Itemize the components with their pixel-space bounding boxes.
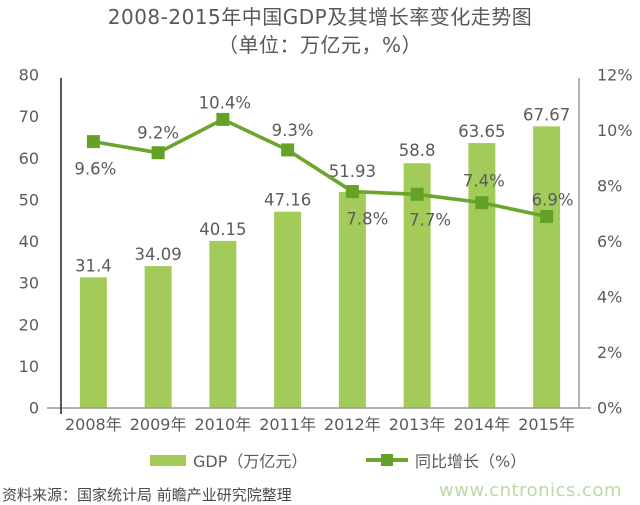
growth-line-swatch-marker — [381, 454, 393, 466]
growth-line-swatch-icon — [366, 453, 408, 467]
right-axis-tick-label: 6% — [597, 232, 622, 251]
gdp-growth-plot-area: 0 10 20 30 40 50 60 70 80 0% 2% 4% 6% 8% 10% 12% 2008年 20… — [19, 66, 633, 435]
gdp-bar-swatch-icon — [150, 454, 186, 466]
category-label: 2014年 — [454, 415, 511, 434]
growth-marker — [540, 210, 554, 224]
right-axis-tick-label: 2% — [597, 343, 622, 362]
left-axis-tick-label: 60 — [19, 149, 39, 168]
chart-title-subtitle: （单位：万亿元，%） — [217, 33, 422, 57]
right-axis-tick-label: 12% — [597, 66, 633, 85]
legend-label-gdp: GDP（万亿元） — [193, 452, 308, 471]
left-axis-tick-label: 70 — [19, 107, 39, 126]
left-axis-tick-label: 20 — [19, 315, 39, 334]
gdp-bar — [338, 191, 366, 408]
growth-value-label: 10.4% — [199, 93, 251, 112]
growth-value-label: 7.4% — [463, 172, 505, 191]
right-axis-tick-label: 8% — [597, 177, 622, 196]
growth-line — [93, 117, 548, 219]
growth-value-label: 9.6% — [74, 160, 116, 179]
growth-marker — [410, 187, 424, 201]
gdp-bar — [403, 163, 431, 408]
gdp-value-label: 40.15 — [199, 220, 246, 239]
gdp-bar — [144, 266, 172, 408]
left-axis-tick-label: 0 — [29, 399, 39, 418]
gdp-bar — [209, 240, 237, 408]
category-label: 2013年 — [389, 415, 446, 434]
left-axis-tick-label: 10 — [19, 357, 39, 376]
gdp-bar — [79, 277, 107, 408]
growth-marker — [151, 146, 165, 160]
gdp-value-label: 31.4 — [75, 256, 112, 275]
right-axis-tick-label: 10% — [597, 121, 633, 140]
growth-value-label: 7.8% — [346, 210, 388, 229]
chart-legend: GDP（万亿元） 同比增长（%） — [0, 451, 640, 471]
left-axis-tick-label: 40 — [19, 232, 39, 251]
left-axis-tick-label: 80 — [19, 66, 39, 85]
growth-marker — [216, 112, 230, 126]
left-axis-tick-label: 50 — [19, 190, 39, 209]
left-axis-tick-label: 30 — [19, 274, 39, 293]
right-axis-tick-label: 0% — [597, 399, 622, 418]
gdp-bar — [274, 211, 302, 408]
gdp-value-label: 47.16 — [264, 191, 311, 210]
growth-value-label: 9.2% — [137, 124, 179, 143]
chart-title-line1: 2008-2015年中国GDP及其增长率变化走势图 — [107, 5, 533, 29]
gdp-value-label: 51.93 — [329, 162, 376, 181]
category-label: 2012年 — [324, 415, 381, 434]
legend-item-growth: 同比增长（%） — [366, 451, 527, 471]
right-axis-tick-label: 4% — [597, 288, 622, 307]
site-watermark: www.cntronics.com — [439, 480, 622, 501]
growth-marker — [475, 196, 489, 210]
category-label: 2008年 — [65, 415, 122, 434]
growth-marker — [281, 143, 295, 157]
category-label: 2010年 — [195, 415, 252, 434]
category-label: 2015年 — [518, 415, 575, 434]
chart-title: 2008-2015年中国GDP及其增长率变化走势图 （单位：万亿元，%） — [0, 3, 640, 59]
gdp-bar — [468, 143, 496, 408]
growth-value-label: 6.9% — [532, 191, 574, 210]
gdp-value-label: 67.67 — [523, 105, 570, 124]
growth-marker — [345, 185, 359, 199]
data-source-note: 资料来源：国家统计局 前瞻产业研究院整理 — [2, 486, 292, 504]
category-label: 2011年 — [259, 415, 316, 434]
growth-value-label: 9.3% — [272, 121, 314, 140]
legend-label-growth: 同比增长（%） — [415, 452, 527, 471]
gdp-value-label: 63.65 — [458, 122, 505, 141]
category-label: 2009年 — [130, 415, 187, 434]
gdp-value-label: 58.8 — [399, 141, 436, 160]
gdp-value-label: 34.09 — [135, 245, 182, 264]
legend-item-gdp: GDP（万亿元） — [150, 451, 308, 471]
gdp-bar — [533, 126, 561, 409]
growth-marker — [86, 135, 100, 149]
growth-value-label: 7.7% — [409, 210, 451, 229]
